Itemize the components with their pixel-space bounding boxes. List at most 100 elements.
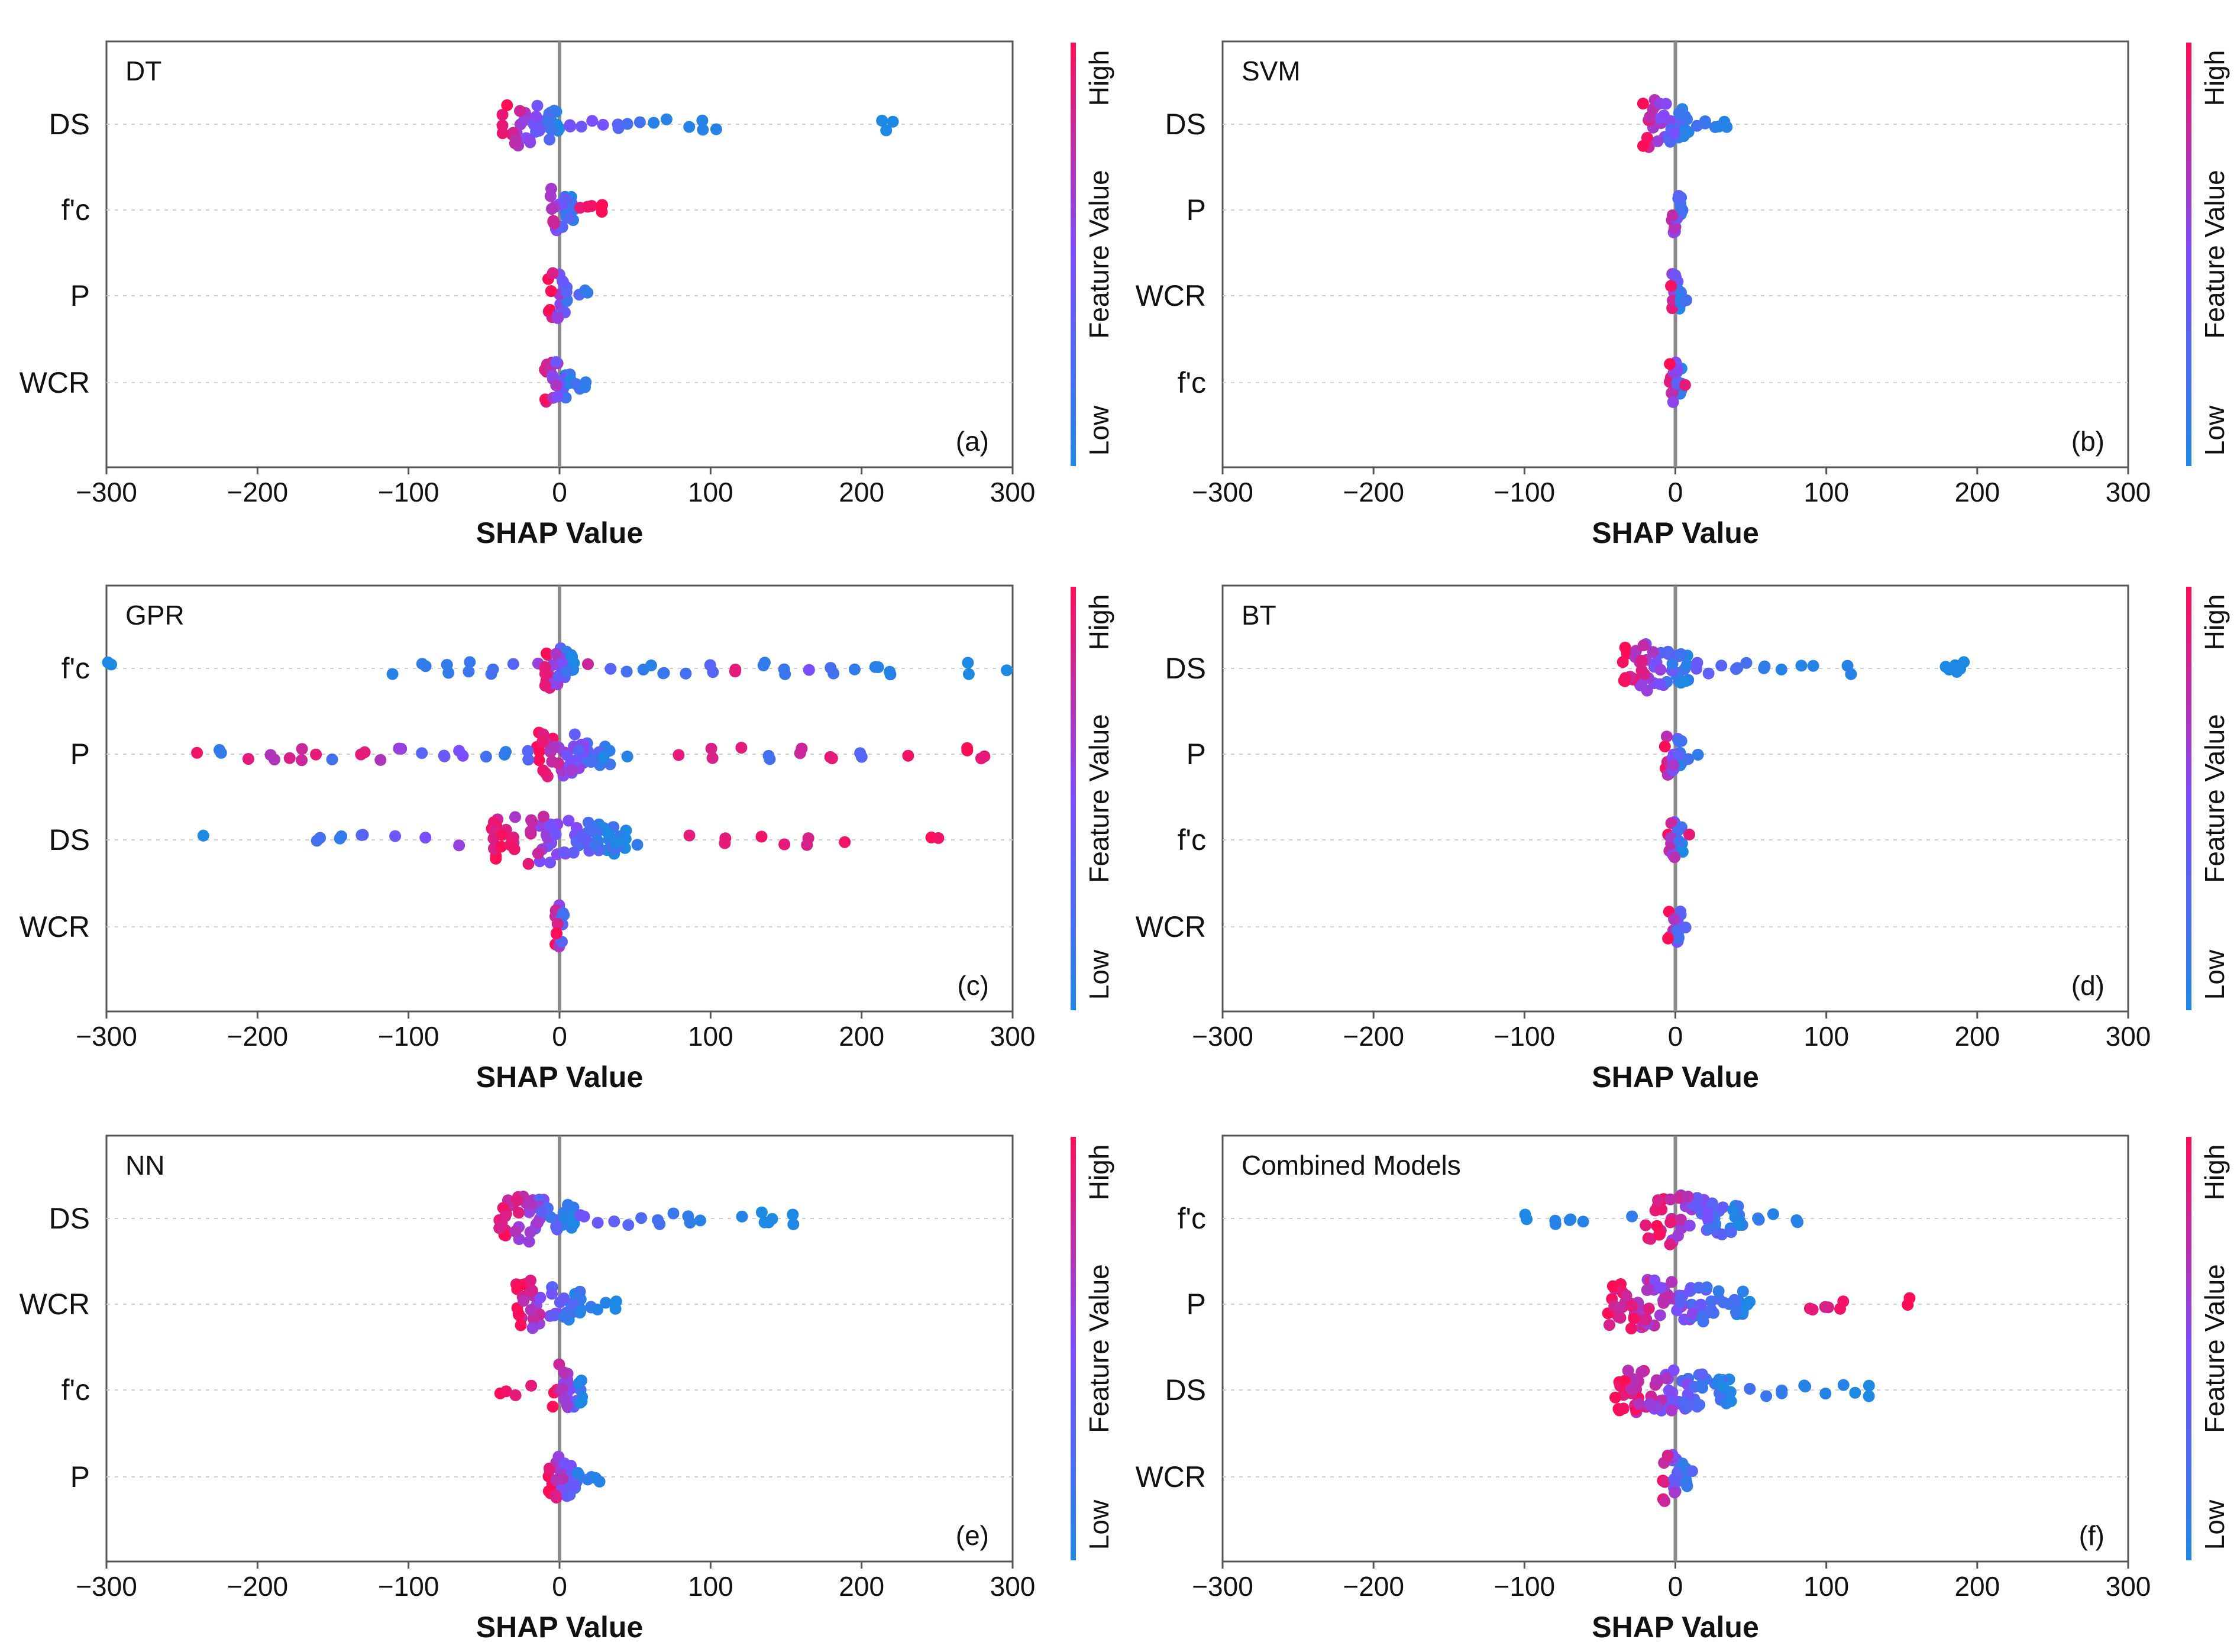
shap-dot [1760, 1390, 1773, 1402]
shap-dot [932, 832, 945, 844]
shap-dot [620, 665, 633, 678]
x-tick-label: 300 [2106, 1021, 2151, 1052]
shap-dot [550, 356, 563, 368]
x-tick-label: −200 [227, 477, 289, 507]
feature-label: WCR [1136, 910, 1206, 943]
colorbar-title: Feature Value [2199, 714, 2230, 883]
shap-dot [757, 659, 770, 671]
shap-dot [1659, 1495, 1671, 1507]
panel-nn: DS WCR f'c P −300 −200 −100 0 100 200 300 SHAP Valu… [20, 1134, 1114, 1644]
shap-dot [1702, 1223, 1715, 1235]
shap-dot [551, 390, 564, 403]
shap-dot [683, 829, 696, 842]
shap-dot [1620, 1289, 1633, 1302]
panel-title: GPR [125, 600, 185, 631]
shap-dot [1683, 828, 1695, 840]
shap-dot [547, 1401, 559, 1413]
colorbar-title: Feature Value [1084, 170, 1114, 339]
shap-dot [1954, 662, 1966, 675]
shap-dot [1625, 1383, 1637, 1395]
feature-label: f'c [62, 1373, 90, 1407]
shap-dot [564, 1489, 576, 1501]
shap-dot [1637, 98, 1649, 110]
feature-label: WCR [20, 1288, 90, 1321]
shap-dot [1637, 639, 1650, 652]
x-tick-label: −300 [1192, 1571, 1253, 1602]
shap-dot [658, 667, 670, 679]
x-tick-label: 100 [688, 477, 733, 507]
x-tick-label: 200 [1954, 1571, 2000, 1602]
shap-dot [961, 742, 974, 754]
shap-dot [736, 1210, 748, 1223]
shap-dot [1702, 667, 1715, 680]
feature-label: P [1187, 193, 1206, 227]
shap-dot [778, 838, 791, 851]
shap-dot [197, 829, 209, 842]
shap-dot [1654, 1282, 1667, 1294]
shap-dot [1775, 663, 1787, 675]
shap-dot [515, 1319, 527, 1331]
shap-dot [574, 1209, 587, 1221]
shap-dot [1674, 1214, 1687, 1226]
shap-dot [585, 756, 597, 768]
shap-dot [576, 830, 589, 843]
shap-dot [1681, 658, 1693, 671]
shap-dot [568, 657, 580, 670]
shap-dot [697, 124, 709, 136]
shap-dot [1686, 1465, 1698, 1478]
shap-dot [652, 1214, 664, 1226]
shap-dot [548, 218, 560, 229]
shap-dot [556, 1382, 568, 1395]
shap-dot [855, 751, 868, 763]
shap-dot [575, 121, 587, 133]
shap-dot [1730, 1306, 1742, 1318]
shap-dot [562, 1199, 574, 1211]
shap-dot [696, 114, 709, 127]
shap-dot [801, 839, 813, 851]
shap-dot [548, 1310, 560, 1321]
shap-dot [1654, 1228, 1666, 1240]
shap-dot [560, 193, 572, 205]
shap-dot [558, 1457, 571, 1470]
shap-dot [1641, 1284, 1653, 1296]
shap-dot [1637, 140, 1649, 152]
shap-dot [550, 1474, 563, 1486]
shap-dot [803, 664, 815, 676]
shap-dot [1849, 1386, 1861, 1399]
shap-points [102, 642, 1013, 953]
shap-dot [1664, 1216, 1677, 1229]
shap-dot [544, 1463, 556, 1476]
shap-points [1637, 94, 1733, 408]
shap-dot [544, 745, 556, 757]
shap-dot [600, 1297, 612, 1309]
shap-dot [438, 749, 450, 762]
shap-dot [603, 827, 615, 840]
shap-dot [1795, 659, 1808, 672]
shap-dot [755, 830, 768, 843]
shap-dot [1609, 1391, 1621, 1404]
shap-dot [514, 105, 526, 117]
shap-dot [1740, 657, 1753, 669]
shap-dot [490, 852, 502, 865]
shap-dot [1674, 648, 1687, 660]
shap-dot [1674, 677, 1687, 689]
x-tick-label: 100 [688, 1021, 733, 1052]
shap-dot [561, 665, 573, 677]
shap-dot [825, 662, 837, 674]
shap-dot [1685, 1298, 1698, 1311]
shap-dot [1680, 294, 1693, 306]
shap-dot [537, 810, 549, 823]
shap-dot [887, 115, 899, 128]
shap-dot [1662, 645, 1674, 658]
shap-dot [1664, 1238, 1676, 1250]
shap-dot [1679, 379, 1691, 391]
colorbar-low-label: Low [1084, 949, 1114, 1000]
x-tick-label: 200 [839, 1021, 884, 1052]
shap-dot [1626, 1210, 1638, 1223]
shap-dot [1716, 1229, 1728, 1240]
shap-dot [589, 839, 601, 851]
panel-bt: DS Pf'c WCR −300 −200 −100 0 100 200 300 SHAP Valu… [1136, 584, 2230, 1094]
shap-dot [496, 829, 508, 841]
shap-dot [869, 661, 881, 673]
shap-dot [1677, 1396, 1690, 1408]
